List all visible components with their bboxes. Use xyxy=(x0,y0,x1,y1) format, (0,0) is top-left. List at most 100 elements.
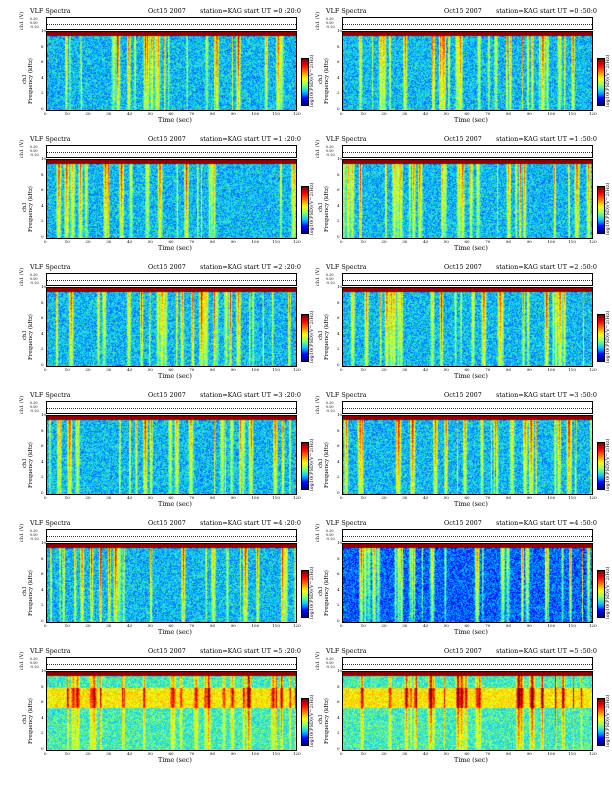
x-tick-label: 90 xyxy=(526,623,532,628)
y-axis-channel-label: ch1 xyxy=(318,586,324,596)
colorbar-label: log10(PSD)(V^2/Hz) xyxy=(605,438,611,491)
x-tick-label: 110 xyxy=(272,367,280,372)
x-tick-label: 20 xyxy=(381,111,387,116)
strip-tick-label: 0.20 xyxy=(30,657,38,661)
panel-station: station=KAG xyxy=(200,647,242,655)
panel-title: VLF Spectra xyxy=(326,391,367,399)
x-tick-label: 70 xyxy=(485,495,491,500)
waveform-trace xyxy=(343,536,592,537)
x-tick-label: 30 xyxy=(402,239,408,244)
x-tick-label: 50 xyxy=(443,111,449,116)
panel-station: station=KAG xyxy=(496,519,538,527)
panel-station: station=KAG xyxy=(200,519,242,527)
x-tick-label: 20 xyxy=(85,367,91,372)
colorbar xyxy=(301,58,309,106)
y-tick-label: 0 xyxy=(337,234,340,239)
y-axis-channel-label: ch1 xyxy=(318,714,324,724)
panel-start-time: start UT =2 :20:0 xyxy=(244,263,301,271)
y-tick-label: 2 xyxy=(41,730,44,736)
x-tick-label: 0 xyxy=(340,111,343,116)
strip-tick-label: 0.00 xyxy=(326,149,334,153)
x-tick-label: 90 xyxy=(526,111,532,116)
x-tick-label: 110 xyxy=(272,239,280,244)
spectrogram-panel: VLF Spectra Oct15 2007 station=KAG start UT… xyxy=(314,516,611,640)
panel-start-time: start UT =4 :50:0 xyxy=(540,519,597,527)
x-tick-label: 0 xyxy=(340,239,343,244)
strip-tick-label: 0.20 xyxy=(30,273,38,277)
x-tick-label: 90 xyxy=(230,751,236,756)
x-tick-label: 70 xyxy=(485,111,491,116)
y-tick-label: 10 xyxy=(337,412,343,417)
x-axis-label: Time (sec) xyxy=(454,244,488,252)
x-tick-label: 100 xyxy=(547,495,556,500)
x-tick-label: 80 xyxy=(210,623,216,628)
spectrogram-canvas xyxy=(343,160,592,238)
y-axis-label: Frequency (kHz) xyxy=(324,442,330,488)
x-tick-label: 40 xyxy=(127,239,133,244)
x-axis-label: Time (sec) xyxy=(454,500,488,508)
strip-ylabel: ch1 (V) xyxy=(315,139,321,158)
x-tick-label: 50 xyxy=(147,623,153,628)
y-axis-channel-label: ch1 xyxy=(22,458,28,468)
x-tick-label: 0 xyxy=(44,751,47,756)
waveform-trace xyxy=(47,280,296,281)
y-tick-label: 4 xyxy=(41,202,44,208)
y-tick-label: 4 xyxy=(41,714,44,720)
y-tick-label: 8 xyxy=(337,427,340,433)
y-tick-label: 6 xyxy=(337,571,340,577)
waveform-trace xyxy=(47,152,296,153)
y-tick-label: 10 xyxy=(41,540,47,545)
strip-tick-label: 0.00 xyxy=(326,21,334,25)
spectrogram-image xyxy=(342,543,593,623)
strip-tick-label: -0.20 xyxy=(326,409,335,413)
x-tick-label: 110 xyxy=(568,367,576,372)
spectrogram-image xyxy=(46,31,297,111)
x-tick-label: 30 xyxy=(402,623,408,628)
strip-ylabel: ch1 (V) xyxy=(19,395,25,414)
panel-title: VLF Spectra xyxy=(326,7,367,15)
x-tick-label: 40 xyxy=(127,111,133,116)
y-tick-label: 8 xyxy=(41,427,44,433)
colorbar-label: log10(PSD)(V^2/Hz) xyxy=(605,182,611,235)
x-tick-label: 120 xyxy=(293,239,301,244)
panel-title: VLF Spectra xyxy=(326,647,367,655)
panel-header: VLF Spectra Oct15 2007 station=KAG start UT… xyxy=(326,263,597,272)
strip-tick-label: 0.00 xyxy=(30,533,38,537)
strip-tick-label: 0.00 xyxy=(326,661,334,665)
x-tick-label: 50 xyxy=(147,751,153,756)
waveform-trace xyxy=(343,664,592,665)
panel-station: station=KAG xyxy=(496,135,538,143)
x-axis-label: Time (sec) xyxy=(158,244,192,252)
waveform-strip: 0.20 0.00 -0.20 xyxy=(30,657,297,670)
x-tick-label: 100 xyxy=(251,751,260,756)
x-tick-label: 70 xyxy=(485,239,491,244)
x-tick-label: 20 xyxy=(381,239,387,244)
strip-tick-label: -0.20 xyxy=(30,25,39,29)
y-tick-label: 2 xyxy=(337,730,340,736)
panel-date: Oct15 2007 xyxy=(444,391,482,399)
x-tick-label: 100 xyxy=(251,239,260,244)
y-tick-label: 4 xyxy=(337,74,340,80)
x-tick-label: 40 xyxy=(127,751,133,756)
waveform-trace xyxy=(343,408,592,409)
strip-ylabel: ch1 (V) xyxy=(19,11,25,30)
waveform-trace xyxy=(47,536,296,537)
panel-title: VLF Spectra xyxy=(30,7,71,15)
spectrogram-panel: VLF Spectra Oct15 2007 station=KAG start UT… xyxy=(314,388,611,512)
panel-date: Oct15 2007 xyxy=(444,647,482,655)
waveform-trace xyxy=(47,24,296,25)
spectrogram-panel: VLF Spectra Oct15 2007 station=KAG start UT… xyxy=(18,132,315,256)
x-tick-label: 100 xyxy=(251,367,260,372)
panel-title: VLF Spectra xyxy=(30,263,71,271)
panel-date: Oct15 2007 xyxy=(444,135,482,143)
y-axis-label: Frequency (kHz) xyxy=(324,698,330,744)
panel-start-time: start UT =0 :50:0 xyxy=(540,7,597,15)
x-tick-label: 120 xyxy=(293,111,301,116)
strip-ylabel: ch1 (V) xyxy=(19,523,25,542)
y-tick-label: 0 xyxy=(337,362,340,367)
y-tick-label: 0 xyxy=(337,490,340,495)
x-tick-label: 70 xyxy=(189,623,195,628)
x-tick-label: 60 xyxy=(168,111,174,116)
x-tick-label: 50 xyxy=(443,495,449,500)
waveform-strip: 0.20 0.00 -0.20 xyxy=(326,17,593,30)
